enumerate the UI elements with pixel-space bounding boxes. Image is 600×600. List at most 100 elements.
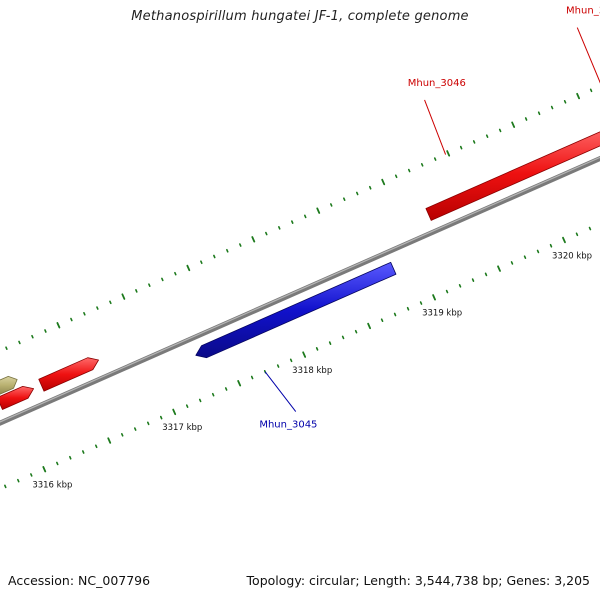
- outer-tick: [537, 111, 541, 116]
- outer-tick: [239, 243, 242, 247]
- inner-tick: [523, 255, 527, 260]
- inner-tick: [341, 335, 345, 340]
- gene-arrow-mhun-3046-shape: [425, 131, 600, 221]
- inner-tick: [120, 433, 124, 437]
- topology-value: circular: [309, 573, 356, 588]
- gene-arrow-mhun-3045-shape: [195, 261, 397, 359]
- inner-tick: [393, 312, 397, 317]
- inner-tick: [237, 380, 242, 387]
- inner-tick: [211, 392, 215, 397]
- map-title: Methanospirillum hungatei JF-1, complete…: [131, 9, 469, 24]
- outer-tick: [109, 300, 112, 305]
- inner-tick: [159, 415, 163, 420]
- inner-tick: [289, 358, 293, 363]
- outer-tick: [121, 293, 126, 300]
- inner-tick: [536, 249, 540, 254]
- label-leader-mhun-3045: [264, 371, 297, 412]
- tick-layer: [4, 88, 593, 489]
- inner-tick: [497, 265, 501, 272]
- inner-tick: [432, 294, 436, 301]
- inner-tick: [56, 461, 59, 466]
- inner-tick: [82, 450, 85, 454]
- inner-tick: [367, 322, 372, 330]
- outer-tick: [5, 346, 8, 350]
- inner-tick: [354, 329, 358, 334]
- outer-tick: [420, 163, 424, 167]
- accession-label: Accession:: [8, 573, 75, 588]
- ruler-label: 3319 kbp: [422, 309, 462, 319]
- outer-tick: [589, 88, 593, 93]
- outer-tick: [174, 271, 177, 276]
- inner-tick: [198, 398, 202, 403]
- outer-tick: [304, 214, 307, 219]
- accession-info: Accession: NC_007796: [8, 573, 150, 588]
- outer-tick: [433, 157, 437, 161]
- outer-tick: [407, 168, 411, 173]
- gene-layer: [0, 131, 600, 410]
- ruler-label: 3316 kbp: [32, 480, 72, 490]
- inner-tick: [42, 466, 47, 473]
- genome-stats: Topology: circular; Length: 3,544,738 bp…: [246, 573, 590, 588]
- outer-tick: [31, 334, 34, 339]
- inner-tick: [4, 484, 7, 489]
- topology-label: Topology:: [246, 573, 306, 588]
- outer-tick: [368, 185, 372, 190]
- outer-tick: [161, 277, 164, 282]
- inner-tick: [95, 444, 98, 449]
- ruler-label: 3320 kbp: [552, 251, 592, 261]
- inner-tick: [406, 306, 410, 311]
- outer-tick: [446, 150, 451, 157]
- gene-arrow-0-shape: [0, 375, 18, 395]
- inner-tick: [276, 364, 280, 368]
- inner-tick: [250, 375, 254, 380]
- inner-tick: [510, 261, 514, 265]
- outer-tick: [355, 191, 359, 196]
- outer-tick: [576, 92, 581, 100]
- outer-tick: [343, 197, 346, 202]
- inner-tick: [445, 289, 449, 294]
- inner-tick: [302, 351, 307, 358]
- inner-tick: [549, 243, 553, 248]
- inner-tick: [185, 404, 189, 408]
- outer-tick: [186, 264, 191, 272]
- genome-backbone-highlight: [0, 156, 600, 423]
- length-value: 3,544,738 bp: [414, 573, 499, 588]
- outer-tick: [44, 329, 47, 333]
- genes-label: Genes:: [506, 573, 551, 588]
- outer-tick: [83, 311, 86, 316]
- inner-tick: [328, 341, 332, 345]
- inner-tick: [471, 278, 475, 282]
- ruler-label: 3318 kbp: [292, 366, 332, 376]
- length-label: Length:: [363, 573, 411, 588]
- outer-tick: [278, 226, 281, 230]
- outer-tick: [135, 289, 138, 293]
- gene-arrow-mhun-3046: [425, 131, 600, 221]
- inner-tick: [575, 232, 579, 237]
- gene-label-mhun-3047: Mhun_3047: [566, 6, 600, 17]
- outer-tick: [18, 340, 21, 345]
- outer-tick: [550, 105, 554, 110]
- inner-tick: [224, 387, 228, 391]
- outer-tick: [291, 220, 294, 224]
- ruler-label: 3317 kbp: [162, 423, 202, 433]
- inner-tick: [562, 236, 566, 244]
- inner-tick: [107, 437, 112, 444]
- outer-tick: [56, 322, 61, 329]
- genes-value: 3,205: [554, 573, 590, 588]
- gene-label-mhun-3045: Mhun_3045: [259, 420, 317, 431]
- outer-tick: [251, 236, 256, 243]
- inner-tick: [146, 421, 150, 426]
- inner-tick: [419, 301, 423, 305]
- gene-arrow-mhun-3045: [195, 261, 397, 359]
- outer-tick: [70, 317, 73, 322]
- outer-tick: [330, 203, 333, 207]
- gene-arrow-1-shape: [0, 385, 34, 410]
- label-leader-mhun-3046: [424, 99, 447, 155]
- outer-tick: [381, 178, 386, 186]
- inner-tick: [588, 226, 592, 231]
- inner-tick: [30, 473, 33, 477]
- outer-tick: [511, 121, 516, 128]
- outer-tick: [148, 283, 151, 287]
- label-layer: 3316 kbp 3317 kbp 3318 kbp 3319 kbp 3320 kbp…: [32, 6, 600, 490]
- outer-tick: [563, 99, 567, 104]
